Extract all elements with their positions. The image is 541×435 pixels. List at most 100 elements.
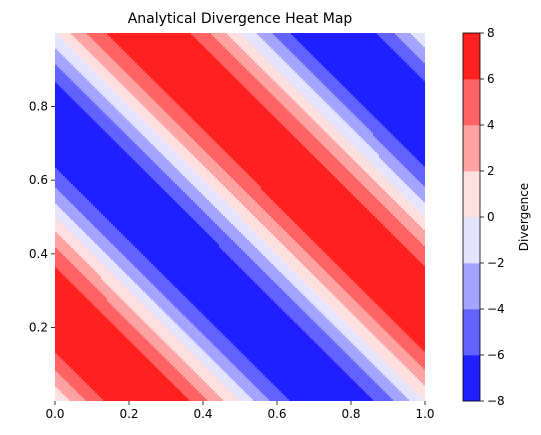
contour-cell xyxy=(75,351,78,354)
contour-cell xyxy=(61,196,64,199)
chart-title: Analytical Divergence Heat Map xyxy=(128,11,353,27)
contour-cell xyxy=(67,353,70,356)
contour-cell xyxy=(81,367,84,370)
contour-cell xyxy=(71,84,74,88)
contour-cell xyxy=(55,184,58,187)
contour-cell xyxy=(71,265,74,269)
contour-cell xyxy=(69,44,72,48)
contour-cell xyxy=(75,122,78,126)
contour-cell xyxy=(83,172,86,175)
contour-cell xyxy=(79,106,82,110)
contour-cell xyxy=(73,62,76,66)
contour-cell xyxy=(83,325,86,328)
contour-cell xyxy=(67,249,70,253)
contour-cell xyxy=(69,383,72,386)
contour-cell xyxy=(77,94,80,98)
contour-cell xyxy=(55,86,58,90)
contour-cell xyxy=(73,305,76,309)
contour-cell xyxy=(67,327,70,330)
contour-cell xyxy=(85,188,88,191)
contour-cell xyxy=(81,249,84,253)
contour-cell xyxy=(81,142,84,145)
contour-cell xyxy=(73,142,76,145)
contour-cell xyxy=(65,74,68,78)
contour-cell xyxy=(83,289,86,293)
contour-cell xyxy=(63,335,66,338)
contour-cell xyxy=(73,301,76,305)
contour-cell xyxy=(75,349,78,352)
contour-cell xyxy=(57,345,60,348)
contour-cell xyxy=(65,325,68,328)
contour-cell xyxy=(69,355,72,358)
contour-cell xyxy=(69,200,72,203)
contour-cell xyxy=(83,275,86,279)
contour-cell xyxy=(61,210,64,213)
contour-cell xyxy=(79,337,82,340)
contour-cell xyxy=(77,399,80,401)
contour-cell xyxy=(77,355,80,358)
contour-cell xyxy=(63,283,66,287)
contour-cell xyxy=(85,102,88,106)
contour-cell xyxy=(71,297,74,301)
contour-cell xyxy=(55,100,58,104)
contour-cell xyxy=(61,381,64,384)
contour-cell xyxy=(81,347,84,350)
contour-cell xyxy=(75,243,78,247)
contour-cell xyxy=(67,335,70,338)
contour-cell xyxy=(67,253,70,257)
contour-cell xyxy=(71,174,74,177)
contour-cell xyxy=(57,365,60,368)
contour-cell xyxy=(75,50,78,54)
contour-cell xyxy=(57,339,60,342)
contour-cell xyxy=(81,287,84,291)
contour-cell xyxy=(85,64,88,68)
contour-cell xyxy=(81,269,84,273)
contour-cell xyxy=(59,66,62,70)
contour-cell xyxy=(55,225,58,229)
contour-cell xyxy=(71,176,74,179)
contour-cell xyxy=(67,126,70,130)
contour-cell xyxy=(61,194,64,197)
contour-cell xyxy=(71,72,74,76)
contour-cell xyxy=(73,64,76,68)
contour-cell xyxy=(65,84,68,88)
contour-cell xyxy=(75,148,78,151)
contour-cell xyxy=(57,100,60,104)
contour-cell xyxy=(55,345,58,348)
contour-cell xyxy=(71,138,74,142)
contour-cell xyxy=(55,303,58,307)
contour-cell xyxy=(81,233,84,237)
contour-cell xyxy=(57,216,60,219)
contour-cell xyxy=(79,397,82,400)
contour-cell xyxy=(61,104,64,108)
contour-cell xyxy=(57,351,60,354)
contour-cell xyxy=(83,52,86,56)
contour-cell xyxy=(77,271,80,275)
contour-cell xyxy=(85,297,88,301)
contour-cell xyxy=(65,319,68,323)
contour-cell xyxy=(81,263,84,267)
contour-cell xyxy=(79,289,82,293)
contour-cell xyxy=(59,180,62,183)
contour-cell xyxy=(59,327,62,330)
contour-cell xyxy=(63,313,66,317)
contour-cell xyxy=(83,345,86,348)
contour-cell xyxy=(63,365,66,368)
contour-cell xyxy=(67,393,70,396)
contour-cell xyxy=(67,369,70,372)
contour-cell xyxy=(79,92,82,96)
contour-cell xyxy=(73,253,76,257)
contour-cell xyxy=(55,152,58,155)
contour-cell xyxy=(79,335,82,338)
contour-cell xyxy=(61,241,64,245)
contour-cell xyxy=(57,52,60,56)
contour-cell xyxy=(61,391,64,394)
contour-cell xyxy=(63,261,66,265)
contour-cell xyxy=(75,221,78,225)
contour-cell xyxy=(81,206,84,209)
contour-cell xyxy=(55,156,58,159)
contour-cell xyxy=(71,54,74,58)
contour-cell xyxy=(65,48,68,52)
contour-cell xyxy=(71,82,74,86)
contour-cell xyxy=(59,140,62,144)
